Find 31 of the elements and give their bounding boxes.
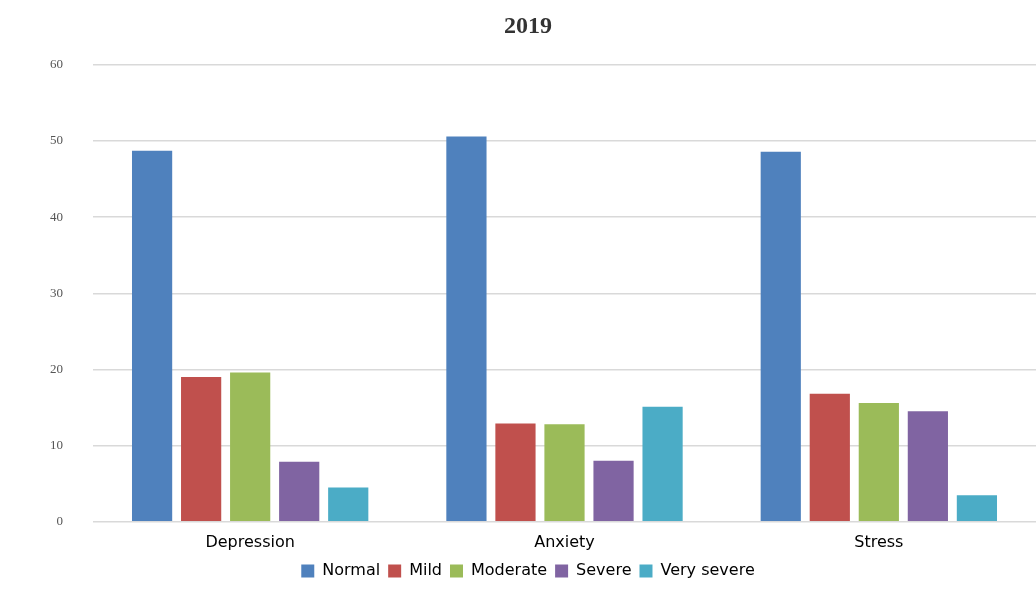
y-tick-label: 10 [50,437,63,453]
bar [328,487,369,522]
legend-label: Normal [322,560,381,580]
bar [279,461,320,522]
x-tick-label: Anxiety [534,531,595,551]
legend-label: Moderate [471,560,548,580]
chart-title: 2019 [504,11,552,38]
y-tick-label: 0 [56,513,63,529]
y-tick-label: 50 [50,132,63,148]
bar [181,377,222,522]
bar [760,151,801,522]
bar [544,424,585,522]
x-tick-label: Depression [205,531,295,551]
bar [809,393,850,522]
bar [642,406,683,522]
y-tick-label: 20 [50,360,63,376]
bar [593,460,634,522]
bar [858,402,899,522]
bar [495,423,536,522]
legend-label: Mild [409,560,443,580]
bar [131,150,173,522]
y-tick-label: 30 [50,284,63,300]
legend-label: Severe [576,560,632,580]
bar [907,411,948,522]
y-tick-label: 60 [50,56,63,72]
bar [956,495,998,522]
y-tick-label: 40 [50,208,63,224]
bar [446,136,487,522]
bar [230,372,271,522]
legend-label: Very severe [660,560,755,580]
x-tick-label: Stress [854,531,904,551]
